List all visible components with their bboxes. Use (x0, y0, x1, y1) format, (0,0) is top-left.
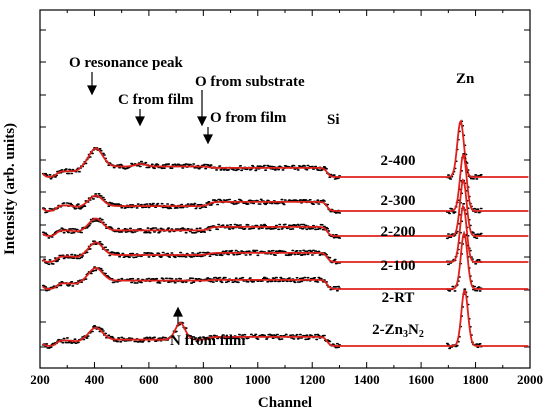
series-fit-line (42, 178, 529, 237)
arrowhead-n-film (173, 306, 183, 317)
arrowhead-c-film (135, 116, 145, 127)
annotation-o-film: O from film (210, 110, 287, 126)
x-tick-label-1600: 1600 (408, 372, 434, 387)
series-data-points (41, 234, 483, 292)
x-tick-label-2000: 2000 (517, 372, 543, 387)
annotation-zn: Zn (456, 71, 475, 87)
series-4 (41, 230, 529, 292)
series-fit-line (42, 289, 529, 347)
y-axis-title: Intensity (arb. units) (2, 123, 18, 255)
x-tick-label-800: 800 (194, 372, 214, 387)
series-5 (41, 288, 529, 350)
x-tick-label-400: 400 (85, 372, 105, 387)
x-tick-label-600: 600 (139, 372, 159, 387)
label-text: N (408, 322, 419, 338)
arrowhead-o-substrate (197, 116, 207, 127)
series-label-1: 2-300 (381, 193, 416, 209)
series-label-3: 2-100 (381, 258, 416, 274)
label-subscript: 3 (403, 329, 408, 340)
series-layer: 2-400 2-300 2-200 2-100 2-RT 2-Zn3N2 (41, 119, 529, 350)
annotation-si: Si (327, 112, 340, 128)
annotation-c-film: C from film (118, 92, 194, 108)
series-label-0: 2-400 (381, 153, 416, 169)
x-tick-label-200: 200 (30, 372, 50, 387)
series-fit-line (42, 204, 529, 263)
x-tick-labels: 200 400 600 800 1000 1200 1400 1600 1800 2000 (30, 372, 543, 387)
series-label-4: 2-RT (382, 290, 415, 306)
series-data-points (41, 179, 483, 240)
label-text: 2-Zn (372, 322, 404, 338)
annotation-arrows (87, 72, 213, 324)
series-0 (41, 119, 529, 180)
annotation-o-resonance: O resonance peak (69, 55, 184, 71)
series-fit-line (42, 153, 529, 212)
arrowhead-o-resonance (87, 85, 97, 96)
annotation-o-substrate: O from substrate (195, 74, 305, 90)
label-subscript: 2 (419, 329, 424, 340)
series-label-2: 2-200 (381, 224, 416, 240)
annotation-n-film: N from film (170, 333, 246, 349)
series-label-5: 2-Zn3N2 (372, 322, 424, 340)
series-2 (41, 178, 529, 240)
series-fit-line (42, 119, 529, 178)
series-data-points (41, 120, 483, 180)
arrowhead-o-film (203, 134, 213, 145)
series-fit-line (42, 230, 529, 290)
x-tick-label-1200: 1200 (299, 372, 325, 387)
series-1 (41, 153, 529, 215)
series-data-points (41, 203, 483, 266)
x-axis-title: Channel (258, 395, 312, 411)
series-3 (41, 203, 529, 266)
x-tick-label-1400: 1400 (354, 372, 380, 387)
x-tick-label-1000: 1000 (245, 372, 271, 387)
x-tick-label-1800: 1800 (463, 372, 489, 387)
series-data-points (41, 288, 483, 350)
